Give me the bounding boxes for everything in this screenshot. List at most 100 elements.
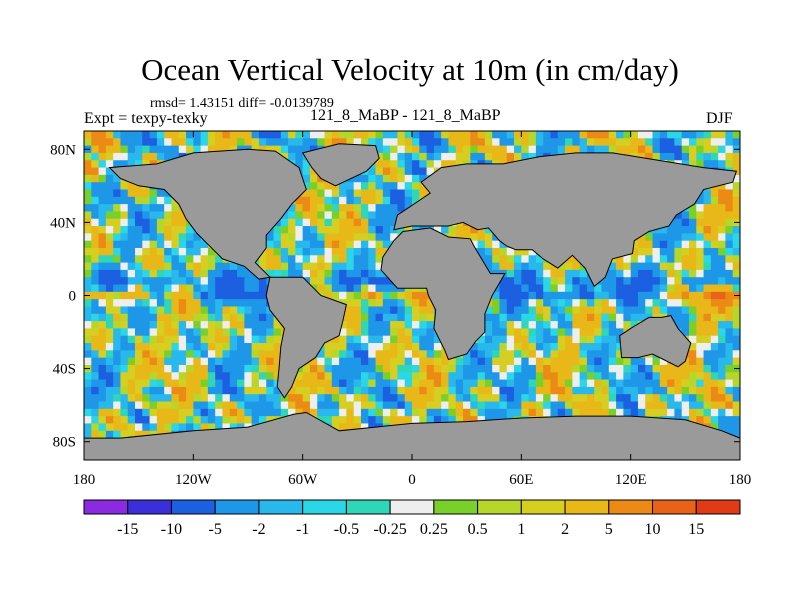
field-cell (419, 138, 428, 147)
field-cell (193, 255, 202, 264)
field-cell (91, 196, 100, 205)
field-cell (528, 262, 537, 271)
field-cell (273, 247, 282, 256)
field-cell (586, 401, 595, 410)
field-cell (710, 321, 719, 329)
field-cell (718, 196, 727, 205)
field-cell (142, 335, 151, 344)
colorbar-label: -0.25 (373, 521, 406, 538)
field-cell (565, 321, 573, 329)
field-cell (404, 401, 413, 410)
field-cell (186, 247, 194, 256)
field-cell (127, 408, 136, 417)
field-cell (164, 394, 173, 403)
field-cell (623, 291, 632, 300)
field-cell (156, 386, 165, 395)
field-cell (528, 386, 537, 395)
field-cell (412, 401, 420, 410)
field-cell (360, 357, 369, 366)
field-cell (149, 240, 158, 249)
field-cell (142, 152, 151, 161)
field-cell (703, 160, 712, 169)
field-cell (616, 145, 624, 154)
field-cell (353, 408, 362, 417)
field-cell (506, 386, 515, 395)
field-cell (718, 226, 727, 234)
field-cell (215, 335, 224, 344)
field-cell (652, 291, 661, 300)
field-cell (113, 247, 122, 256)
field-cell (645, 364, 654, 373)
field-cell (725, 211, 734, 220)
field-cell (557, 306, 566, 315)
field-cell (98, 423, 107, 432)
field-cell (696, 299, 705, 308)
field-cell (470, 372, 479, 381)
field-cell (309, 247, 318, 256)
field-cell (659, 379, 668, 388)
field-cell (579, 379, 588, 388)
field-cell (419, 394, 428, 403)
field-cell (207, 299, 216, 308)
field-cell (732, 335, 740, 344)
field-cell (696, 372, 705, 381)
field-cell (156, 416, 165, 425)
field-cell (302, 167, 311, 176)
field-cell (346, 408, 355, 417)
field-cell (346, 357, 355, 366)
field-cell (463, 372, 471, 381)
field-cell (528, 328, 537, 337)
field-cell (339, 240, 347, 249)
field-cell (142, 299, 151, 308)
field-cell (550, 343, 559, 351)
field-cell (142, 379, 151, 388)
field-cell (433, 401, 442, 410)
field-cell (375, 306, 384, 315)
field-cell (113, 379, 122, 388)
field-cell (681, 291, 690, 300)
field-cell (266, 145, 275, 154)
field-cell (266, 401, 275, 410)
field-cell (703, 204, 712, 213)
field-cell (688, 401, 697, 410)
field-cell (317, 226, 326, 234)
field-cell (375, 379, 384, 388)
field-cell (703, 313, 712, 322)
field-cell (135, 343, 143, 351)
field-cell (688, 277, 697, 286)
field-cell (91, 145, 100, 154)
field-cell (732, 321, 740, 329)
field-cell (725, 189, 734, 198)
field-cell (586, 350, 595, 359)
field-cell (659, 145, 668, 154)
field-cell (484, 240, 493, 249)
field-cell (244, 313, 253, 322)
field-cell (382, 299, 391, 308)
field-cell (703, 218, 712, 227)
field-cell (222, 328, 231, 337)
field-cell (652, 152, 661, 161)
field-cell (156, 218, 165, 227)
field-cell (499, 277, 508, 286)
field-cell (725, 138, 734, 147)
field-cell (164, 350, 173, 359)
field-cell (477, 401, 486, 410)
field-cell (331, 408, 340, 417)
field-cell (645, 306, 654, 315)
field-cell (164, 204, 173, 213)
field-cell (412, 306, 420, 315)
field-cell (718, 423, 727, 432)
field-cell (572, 379, 581, 388)
field-cell (302, 255, 311, 264)
field-cell (412, 328, 420, 337)
field-cell (645, 269, 654, 278)
field-cell (375, 247, 384, 256)
field-cell (412, 364, 420, 373)
field-cell (732, 255, 740, 264)
field-cell (550, 313, 559, 322)
eurasia-landmass (393, 152, 738, 288)
field-cell (550, 284, 559, 293)
field-cell (455, 401, 464, 410)
field-cell (360, 372, 369, 381)
